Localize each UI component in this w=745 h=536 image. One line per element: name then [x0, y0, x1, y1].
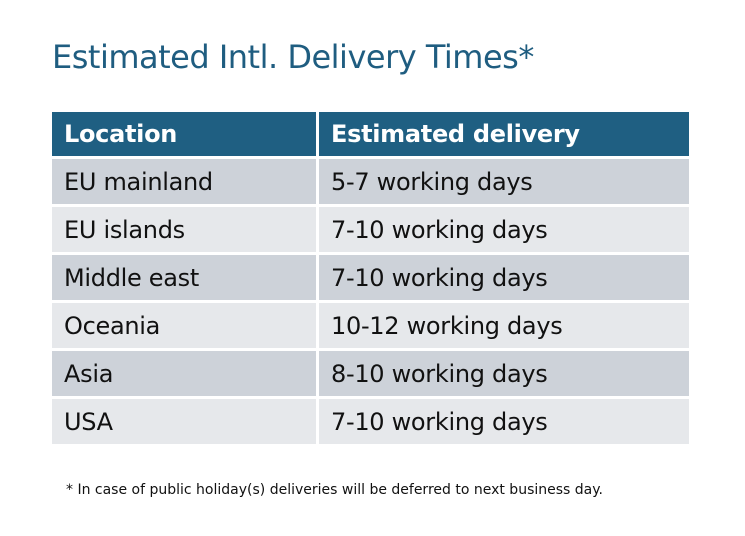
table-row: Asia 8-10 working days	[52, 351, 689, 396]
table-row: Middle east 7-10 working days	[52, 255, 689, 300]
delivery-time-cell: 8-10 working days	[319, 351, 689, 396]
delivery-time-cell: 5-7 working days	[319, 159, 689, 204]
table-row: USA 7-10 working days	[52, 399, 689, 444]
delivery-time-cell: 7-10 working days	[319, 255, 689, 300]
location-cell: EU mainland	[52, 159, 316, 204]
location-cell: EU islands	[52, 207, 316, 252]
table-header-row: Location Estimated delivery	[52, 112, 689, 156]
location-cell: Oceania	[52, 303, 316, 348]
table-row: EU mainland 5-7 working days	[52, 159, 689, 204]
footnote: * In case of public holiday(s) deliverie…	[66, 482, 603, 498]
column-header-location: Location	[52, 112, 316, 156]
delivery-time-cell: 7-10 working days	[319, 207, 689, 252]
column-header-estimated-delivery: Estimated delivery	[319, 112, 689, 156]
location-cell: Asia	[52, 351, 316, 396]
location-cell: USA	[52, 399, 316, 444]
delivery-time-cell: 7-10 working days	[319, 399, 689, 444]
location-cell: Middle east	[52, 255, 316, 300]
delivery-times-table: Location Estimated delivery EU mainland 5…	[49, 109, 692, 447]
delivery-time-cell: 10-12 working days	[319, 303, 689, 348]
table-row: Oceania 10-12 working days	[52, 303, 689, 348]
table-row: EU islands 7-10 working days	[52, 207, 689, 252]
page-title: Estimated Intl. Delivery Times*	[52, 38, 534, 76]
